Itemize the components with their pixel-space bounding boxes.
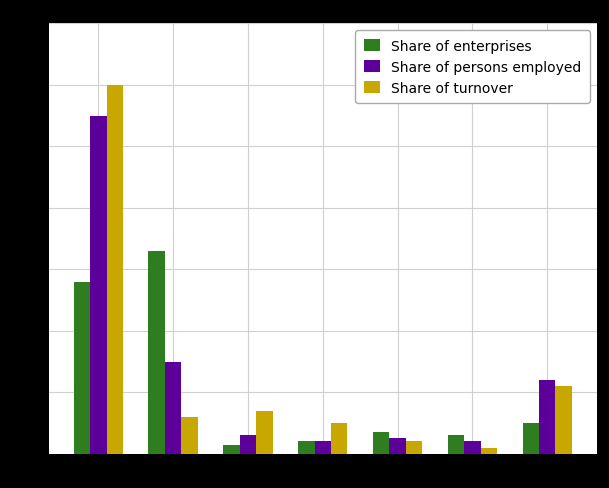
Bar: [224, 445, 240, 454]
Bar: [298, 442, 314, 454]
Bar: [107, 86, 123, 454]
Bar: [181, 417, 198, 454]
Bar: [481, 447, 497, 454]
Bar: [314, 442, 331, 454]
Bar: [256, 411, 273, 454]
Bar: [149, 251, 165, 454]
Bar: [464, 442, 481, 454]
Bar: [523, 423, 539, 454]
Bar: [165, 362, 181, 454]
Bar: [331, 423, 348, 454]
Bar: [389, 439, 406, 454]
Bar: [406, 442, 422, 454]
Bar: [240, 435, 256, 454]
Bar: [539, 380, 555, 454]
Legend: Share of enterprises, Share of persons employed, Share of turnover: Share of enterprises, Share of persons e…: [355, 31, 590, 104]
Bar: [555, 386, 572, 454]
Bar: [373, 432, 389, 454]
Bar: [90, 117, 107, 454]
Bar: [74, 282, 90, 454]
Bar: [448, 435, 464, 454]
